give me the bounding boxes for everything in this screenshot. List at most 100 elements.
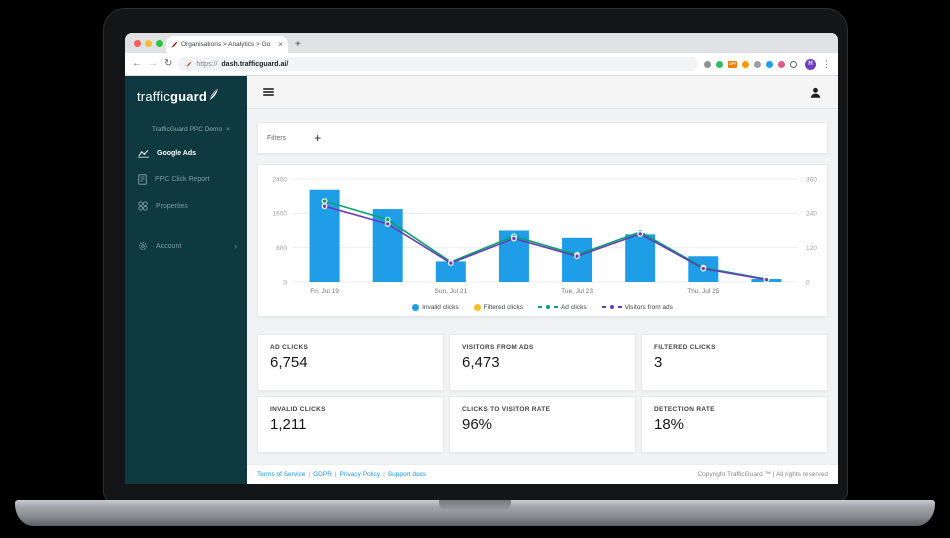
laptop-base	[15, 500, 935, 526]
logo-text-light: traffic	[137, 89, 170, 104]
privacy-policy-link[interactable]: Privacy Policy	[339, 471, 381, 478]
sidebar: traffic guard TrafficGuard PPC Demo ×	[125, 76, 247, 484]
close-window-icon[interactable]	[134, 40, 141, 47]
trafficguard-favicon	[171, 41, 178, 48]
new-tab-button[interactable]: +	[295, 39, 301, 50]
app-footer: Terms of Service | GDPR | Privacy Policy…	[247, 464, 838, 484]
stat-ad-clicks: AD CLICKS 6,754	[257, 334, 444, 391]
sidebar-item-account[interactable]: Account ›	[125, 233, 247, 259]
cloud-extension-icon[interactable]	[704, 60, 711, 68]
legend-label: Invalid clicks	[422, 303, 459, 311]
legend-visitors-from-ads[interactable]: Visitors from ads	[601, 303, 673, 311]
stat-label: CLICKS TO VISITOR RATE	[462, 406, 551, 413]
gdpr-link[interactable]: GDPR	[313, 471, 332, 478]
minimize-window-icon[interactable]	[145, 40, 152, 47]
hamburger-menu-icon[interactable]	[263, 88, 274, 96]
generic-extension-icon[interactable]	[754, 60, 761, 68]
evernote-extension-icon[interactable]	[716, 60, 723, 68]
stat-filtered-clicks: FILTERED CLICKS 3	[641, 334, 828, 391]
dashboard-content: Filters + 0 0 800 120 1600 240 2400 360 Fri, Jul…	[247, 109, 838, 464]
legend-label: Ad clicks	[560, 303, 587, 311]
stat-value: 96%	[462, 416, 493, 433]
gear-icon	[139, 242, 147, 250]
legend-label: Visitors from ads	[624, 303, 673, 311]
main-panel: Filters + 0 0 800 120 1600 240 2400 360 Fri, Jul…	[247, 76, 838, 484]
svg-text:Tue, Jul 23: Tue, Jul 23	[561, 288, 593, 295]
trafficguard-logo: traffic guard	[125, 76, 247, 118]
zoom-window-icon[interactable]	[156, 40, 163, 47]
sidebar-org-selector[interactable]: TrafficGuard PPC Demo ×	[125, 118, 247, 141]
sidebar-item-label: Google Ads	[157, 150, 197, 157]
account-icon[interactable]	[809, 86, 822, 99]
stats-row-2: INVALID CLICKS 1,211 CLICKS TO VISITOR R…	[257, 396, 828, 453]
legend-invalid-clicks[interactable]: Invalid clicks	[412, 303, 459, 311]
window-controls[interactable]	[134, 40, 163, 47]
legend-filtered-clicks[interactable]: Filtered clicks	[473, 303, 523, 311]
sidebar-item-google-ads[interactable]: Google Ads	[125, 141, 247, 166]
stat-value: 3	[654, 354, 663, 371]
browser-tabstrip: Organisations > Analytics > Go × +	[125, 33, 838, 53]
url-bar[interactable]: https://dash.trafficguard.ai/	[178, 57, 698, 71]
stat-detection-rate: DETECTION RATE 18%	[641, 396, 828, 453]
app-topbar	[247, 76, 838, 109]
copyright-text: Copyright TrafficGuard ™ | All rights re…	[697, 471, 828, 478]
extensions-row: OFF H ⋮	[704, 58, 831, 70]
svg-text:Sun, Jul 21: Sun, Jul 21	[435, 288, 468, 295]
tab-title: Organisations > Analytics > Go	[181, 41, 271, 48]
stats-row-1: AD CLICKS 6,754 VISITORS FROM ADS 6,473 …	[257, 334, 828, 391]
sidebar-item-label: Account	[156, 242, 182, 250]
link-separator: |	[308, 471, 311, 478]
browser-profile-avatar[interactable]: H	[805, 58, 816, 70]
svg-text:360: 360	[806, 176, 817, 183]
svg-text:0: 0	[283, 279, 287, 286]
legend-ad-clicks[interactable]: Ad clicks	[537, 303, 587, 311]
blocker-extension-icon[interactable]	[790, 60, 797, 68]
svg-text:240: 240	[806, 211, 817, 218]
stat-value: 1,211	[270, 416, 307, 433]
sidebar-spacer	[125, 219, 247, 233]
tab-close-icon[interactable]: ×	[278, 39, 283, 49]
terms-of-service-link[interactable]: Terms of Service	[257, 471, 306, 478]
pin-extension-icon[interactable]	[778, 60, 785, 68]
support-docs-link[interactable]: Support docs	[387, 471, 427, 478]
url-scheme: https://	[196, 60, 218, 68]
svg-text:Fri, Jul 19: Fri, Jul 19	[310, 288, 339, 295]
browser-tab[interactable]: Organisations > Analytics > Go ×	[166, 36, 288, 53]
traffic-chart-card: 0 0 800 120 1600 240 2400 360 Fri, Jul 19 Sun, Ju…	[257, 164, 828, 317]
traffic-combo-chart[interactable]: 0 0 800 120 1600 240 2400 360 Fri, Jul 19 Sun, Ju…	[258, 165, 823, 299]
filters-label: Filters	[267, 134, 287, 142]
sidebar-item-properties[interactable]: Properties	[125, 193, 247, 219]
svg-text:1600: 1600	[273, 211, 288, 218]
trafficguard-favicon-small	[186, 61, 192, 67]
properties-icon	[138, 201, 148, 211]
svg-text:2400: 2400	[273, 176, 288, 183]
toolbar-divider	[125, 75, 838, 76]
refresh-icon[interactable]: ↻	[164, 58, 173, 69]
stat-value: 6,473	[462, 354, 500, 371]
chart-legend: Invalid clicks Filtered clicks Ad clicks	[258, 299, 827, 315]
trafficguard-app: traffic guard TrafficGuard PPC Demo ×	[125, 76, 838, 484]
browser-toolbar: ← → ↻ https://dash.trafficguard.ai/ OFF …	[125, 53, 838, 75]
filters-card: Filters +	[257, 122, 828, 154]
sidebar-item-ppc-click-report[interactable]: PPC Click Report	[125, 166, 247, 193]
stat-label: DETECTION RATE	[654, 406, 715, 413]
forward-icon[interactable]: →	[148, 58, 158, 69]
org-close-icon[interactable]: ×	[226, 126, 230, 133]
browser-menu-icon[interactable]: ⋮	[822, 58, 831, 69]
logo-text-bold: guard	[169, 89, 208, 104]
stat-invalid-clicks: INVALID CLICKS 1,211	[257, 396, 444, 453]
sidebar-item-label: PPC Click Report	[155, 176, 210, 183]
stat-visitors-from-ads: VISITORS FROM ADS 6,473	[449, 334, 636, 391]
twitter-extension-icon[interactable]	[766, 60, 773, 68]
svg-text:120: 120	[806, 245, 817, 252]
back-icon[interactable]: ←	[132, 58, 142, 69]
report-icon	[138, 174, 147, 185]
link-separator: |	[334, 471, 337, 478]
off-badge-extension-icon[interactable]: OFF	[728, 60, 737, 68]
rss-extension-icon[interactable]	[742, 60, 749, 68]
sidebar-item-label: Properties	[156, 202, 188, 210]
line-chart-icon	[138, 149, 149, 158]
add-filter-button[interactable]: +	[314, 131, 322, 145]
link-separator: |	[383, 471, 385, 478]
